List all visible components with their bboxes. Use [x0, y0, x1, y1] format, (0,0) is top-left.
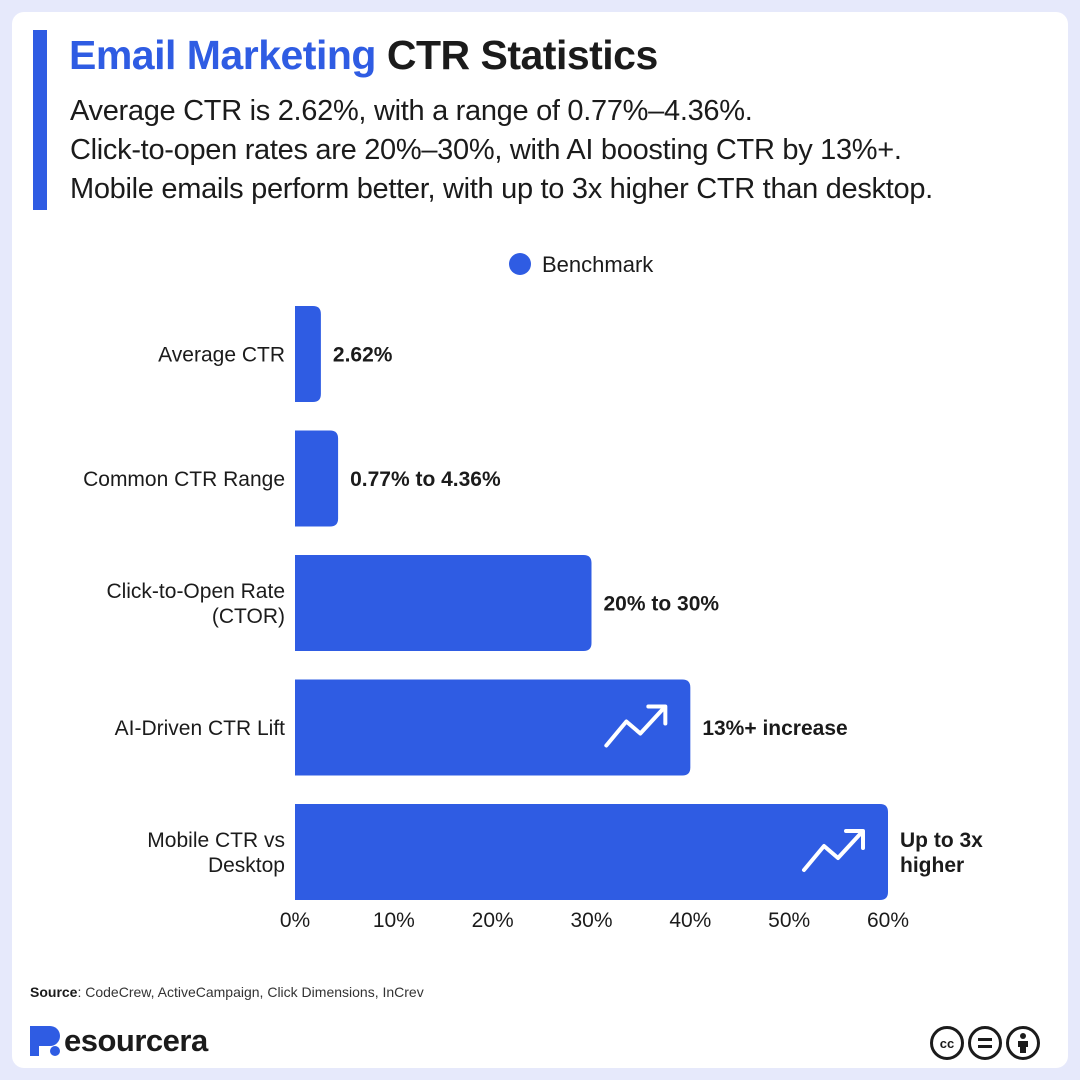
category-label: Common CTR Range	[83, 468, 285, 491]
data-label: Up to 3x higher	[900, 829, 983, 877]
title-rest: CTR Statistics	[375, 32, 658, 78]
data-label: 0.77% to 4.36%	[350, 468, 501, 491]
license-badges: cc	[930, 1024, 1048, 1062]
trend-up-icon	[604, 704, 668, 748]
category-label: Click-to-Open Rate (CTOR)	[106, 580, 285, 628]
x-tick-label: 10%	[373, 909, 415, 932]
equals-icon	[968, 1026, 1002, 1060]
bar	[295, 306, 321, 402]
cc-icon: cc	[930, 1026, 964, 1060]
accent-bar	[33, 30, 47, 210]
summary-line: Average CTR is 2.62%, with a range of 0.…	[70, 95, 753, 127]
attribution-person-icon	[1006, 1026, 1040, 1060]
x-tick-label: 50%	[768, 909, 810, 932]
bar	[295, 555, 592, 651]
brand-name: esourcera	[64, 1023, 208, 1058]
category-label: AI-Driven CTR Lift	[115, 717, 286, 740]
category-label: Average CTR	[158, 343, 285, 366]
category-label: Mobile CTR vs Desktop	[147, 829, 285, 877]
source-note: Source: CodeCrew, ActiveCampaign, Click …	[30, 984, 424, 1000]
data-label: 20% to 30%	[604, 592, 720, 615]
bar	[295, 679, 691, 776]
bar	[295, 430, 339, 527]
summary-line: Mobile emails perform better, with up to…	[70, 173, 933, 205]
x-tick-label: 20%	[472, 909, 514, 932]
source-label: Source	[30, 984, 78, 1000]
legend-label: Benchmark	[542, 252, 654, 277]
source-text: : CodeCrew, ActiveCampaign, Click Dimens…	[77, 984, 424, 1000]
title-highlight: Email Marketing	[69, 32, 376, 78]
legend-marker	[509, 253, 531, 275]
x-tick-label: 40%	[669, 909, 711, 932]
page-title: Email Marketing CTR Statistics	[69, 32, 658, 79]
bar-chart: Benchmark Average CTR 2.62% Common CTR Rang…	[83, 252, 983, 932]
x-tick-label: 30%	[570, 909, 612, 932]
x-tick-label: 0%	[280, 909, 310, 932]
summary-line: Click-to-open rates are 20%–30%, with AI…	[70, 134, 902, 166]
summary-list: Average CTR is 2.62%, with a range of 0.…	[70, 92, 933, 209]
trend-up-icon	[802, 829, 865, 872]
bar	[295, 804, 888, 900]
infographic-card: Email Marketing CTR Statistics Average C…	[12, 12, 1068, 1068]
data-label: 13%+ increase	[702, 717, 847, 740]
brand-logo: esourcera	[30, 1023, 208, 1058]
brand-mark-icon	[30, 1026, 60, 1056]
data-label: 2.62%	[333, 343, 393, 366]
x-tick-label: 60%	[867, 909, 909, 932]
